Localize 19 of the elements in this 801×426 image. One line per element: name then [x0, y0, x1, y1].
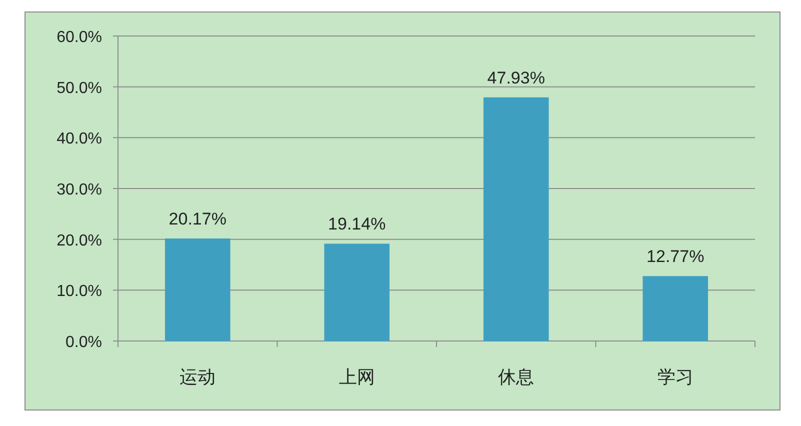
y-tick-label: 10.0% [56, 283, 102, 300]
data-label: 12.77% [646, 247, 704, 266]
data-label: 20.17% [168, 209, 226, 228]
bar [642, 276, 708, 341]
y-tick-label: 20.0% [56, 232, 102, 250]
bar [164, 238, 230, 341]
x-tick-label: 上网 [338, 367, 375, 387]
y-tick-label: 0.0% [66, 334, 102, 351]
y-tick-label: 30.0% [56, 182, 102, 198]
x-tick-label: 休息 [498, 367, 534, 387]
data-label: 47.93% [487, 68, 545, 88]
bar [483, 97, 549, 341]
data-label: 19.14% [328, 214, 386, 234]
y-tick-label: 40.0% [56, 130, 102, 148]
x-tick-label: 运动 [180, 367, 216, 387]
y-tick-label: 60.0% [56, 29, 102, 46]
bar [324, 244, 390, 341]
y-tick-label: 50.0% [56, 80, 102, 97]
x-tick-label: 学习 [657, 367, 694, 387]
